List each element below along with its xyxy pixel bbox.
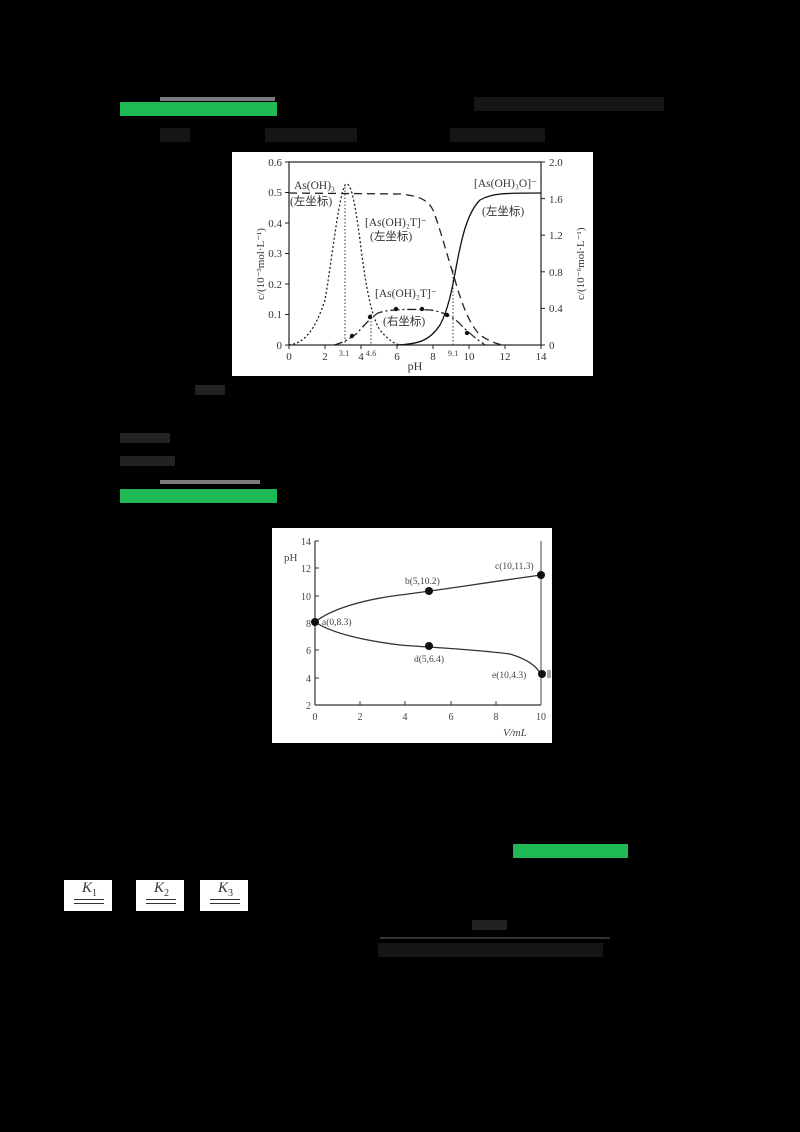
point-d	[425, 642, 433, 650]
svg-text:4: 4	[358, 351, 364, 363]
point-e	[538, 670, 546, 678]
obscured-text-line	[195, 385, 225, 395]
svg-text:1.6: 1.6	[549, 194, 563, 206]
svg-text:0: 0	[549, 340, 555, 352]
reverse-arrow-icon	[146, 903, 176, 904]
x-axis-label: pH	[408, 359, 423, 373]
equilibrium-k3-box: K3	[200, 880, 248, 911]
equilibrium-k1-box: K1	[64, 880, 112, 911]
k2-label: K2	[154, 880, 170, 899]
svg-text:6: 6	[394, 351, 400, 363]
svg-text:0.4: 0.4	[549, 303, 563, 315]
y-axis-right-label: c/(10⁻⁶mol·L⁻¹)	[575, 227, 587, 300]
y-axis-left-label: c/(10⁻³mol·L⁻¹)	[255, 228, 267, 300]
svg-text:0.8: 0.8	[549, 267, 563, 279]
svg-text:8: 8	[494, 712, 499, 723]
label-asoh3o: [As(OH)₃O]⁻	[474, 178, 537, 190]
k1-label: K1	[82, 880, 98, 899]
svg-text:4.6: 4.6	[366, 348, 377, 358]
highlight-shadow	[160, 480, 260, 484]
svg-text:3.1: 3.1	[339, 348, 350, 358]
svg-text:0.5: 0.5	[268, 187, 282, 199]
reverse-arrow-icon	[210, 903, 240, 904]
svg-text:14: 14	[536, 351, 548, 363]
titration-ph-chart: 14 12 10 8 6 4 2 0 2 4 6 8 10 pH V/mL	[272, 528, 552, 743]
label-asoh3: As(OH)₃	[294, 180, 335, 192]
svg-text:0: 0	[313, 712, 318, 723]
svg-text:0.2: 0.2	[268, 279, 282, 291]
chart2-svg: 14 12 10 8 6 4 2 0 2 4 6 8 10 pH V/mL	[284, 537, 551, 739]
fraction-bar	[380, 937, 610, 939]
obscured-text-line	[120, 456, 175, 466]
svg-text:10: 10	[301, 592, 311, 603]
obscured-text-line	[474, 97, 664, 111]
svg-text:2: 2	[322, 351, 328, 363]
label-asoh2t-left: [As(OH)₂T]⁻	[365, 217, 427, 229]
svg-text:0.4: 0.4	[268, 218, 282, 230]
x-axis-label: V/mL	[503, 727, 527, 739]
svg-text:0: 0	[286, 351, 292, 363]
obscured-text-line	[160, 128, 190, 142]
obscured-fraction-denominator	[378, 943, 603, 957]
svg-text:2.0: 2.0	[549, 157, 563, 169]
svg-text:14: 14	[301, 537, 311, 548]
svg-text:12: 12	[301, 564, 311, 575]
arsenic-species-chart: 0 0.1 0.2 0.3 0.4 0.5 0.6 0 0.4 0.8 1.2 …	[232, 152, 593, 376]
svg-text:8: 8	[306, 619, 311, 630]
obscured-fraction-numerator	[472, 920, 507, 930]
label-asoh2t-right: [As(OH)₂T]⁻	[375, 288, 437, 300]
obscured-text-line	[120, 433, 170, 443]
svg-text:2: 2	[358, 712, 363, 723]
label-left-axis-3: (左坐标)	[482, 204, 524, 218]
label-right-axis: (右坐标)	[383, 314, 425, 328]
obscured-text-line	[450, 128, 545, 142]
y-axis-label: pH	[284, 552, 298, 564]
label-d: d(5,6.4)	[414, 654, 444, 665]
forward-arrow-icon	[74, 899, 104, 900]
svg-text:4: 4	[403, 712, 408, 723]
k3-label: K3	[218, 880, 234, 899]
point-b	[425, 587, 433, 595]
section-highlight-mid	[120, 489, 277, 503]
label-left-axis-1: (左坐标)	[290, 194, 332, 208]
svg-text:10: 10	[536, 712, 546, 723]
svg-text:1.2: 1.2	[549, 230, 563, 242]
svg-text:9.1: 9.1	[448, 348, 459, 358]
equilibrium-k2-box: K2	[136, 880, 184, 911]
point-c	[537, 571, 545, 579]
label-c: c(10,11.3)	[495, 561, 534, 572]
highlight-shadow	[160, 97, 275, 101]
svg-text:2: 2	[306, 701, 311, 712]
svg-text:4: 4	[306, 674, 311, 685]
label-left-axis-2: (左坐标)	[370, 229, 412, 243]
reverse-arrow-icon	[74, 903, 104, 904]
svg-text:6: 6	[449, 712, 454, 723]
chart1-svg: 0 0.1 0.2 0.3 0.4 0.5 0.6 0 0.4 0.8 1.2 …	[255, 157, 587, 373]
forward-arrow-icon	[146, 899, 176, 900]
label-e: e(10,4.3)	[492, 670, 526, 681]
svg-text:6: 6	[306, 646, 311, 657]
forward-arrow-icon	[210, 899, 240, 900]
svg-text:0: 0	[277, 340, 283, 352]
svg-text:10: 10	[464, 351, 476, 363]
obscured-text-line	[265, 128, 357, 142]
svg-text:0.3: 0.3	[268, 248, 282, 260]
section-highlight-badge	[513, 844, 628, 858]
section-highlight-top	[120, 102, 277, 116]
svg-text:8: 8	[430, 351, 436, 363]
label-a: a(0,8.3)	[322, 617, 352, 628]
label-b: b(5,10.2)	[405, 576, 440, 587]
svg-text:0.6: 0.6	[268, 157, 282, 169]
point-a	[311, 618, 319, 626]
svg-text:0.1: 0.1	[268, 309, 282, 321]
svg-text:12: 12	[500, 351, 511, 363]
